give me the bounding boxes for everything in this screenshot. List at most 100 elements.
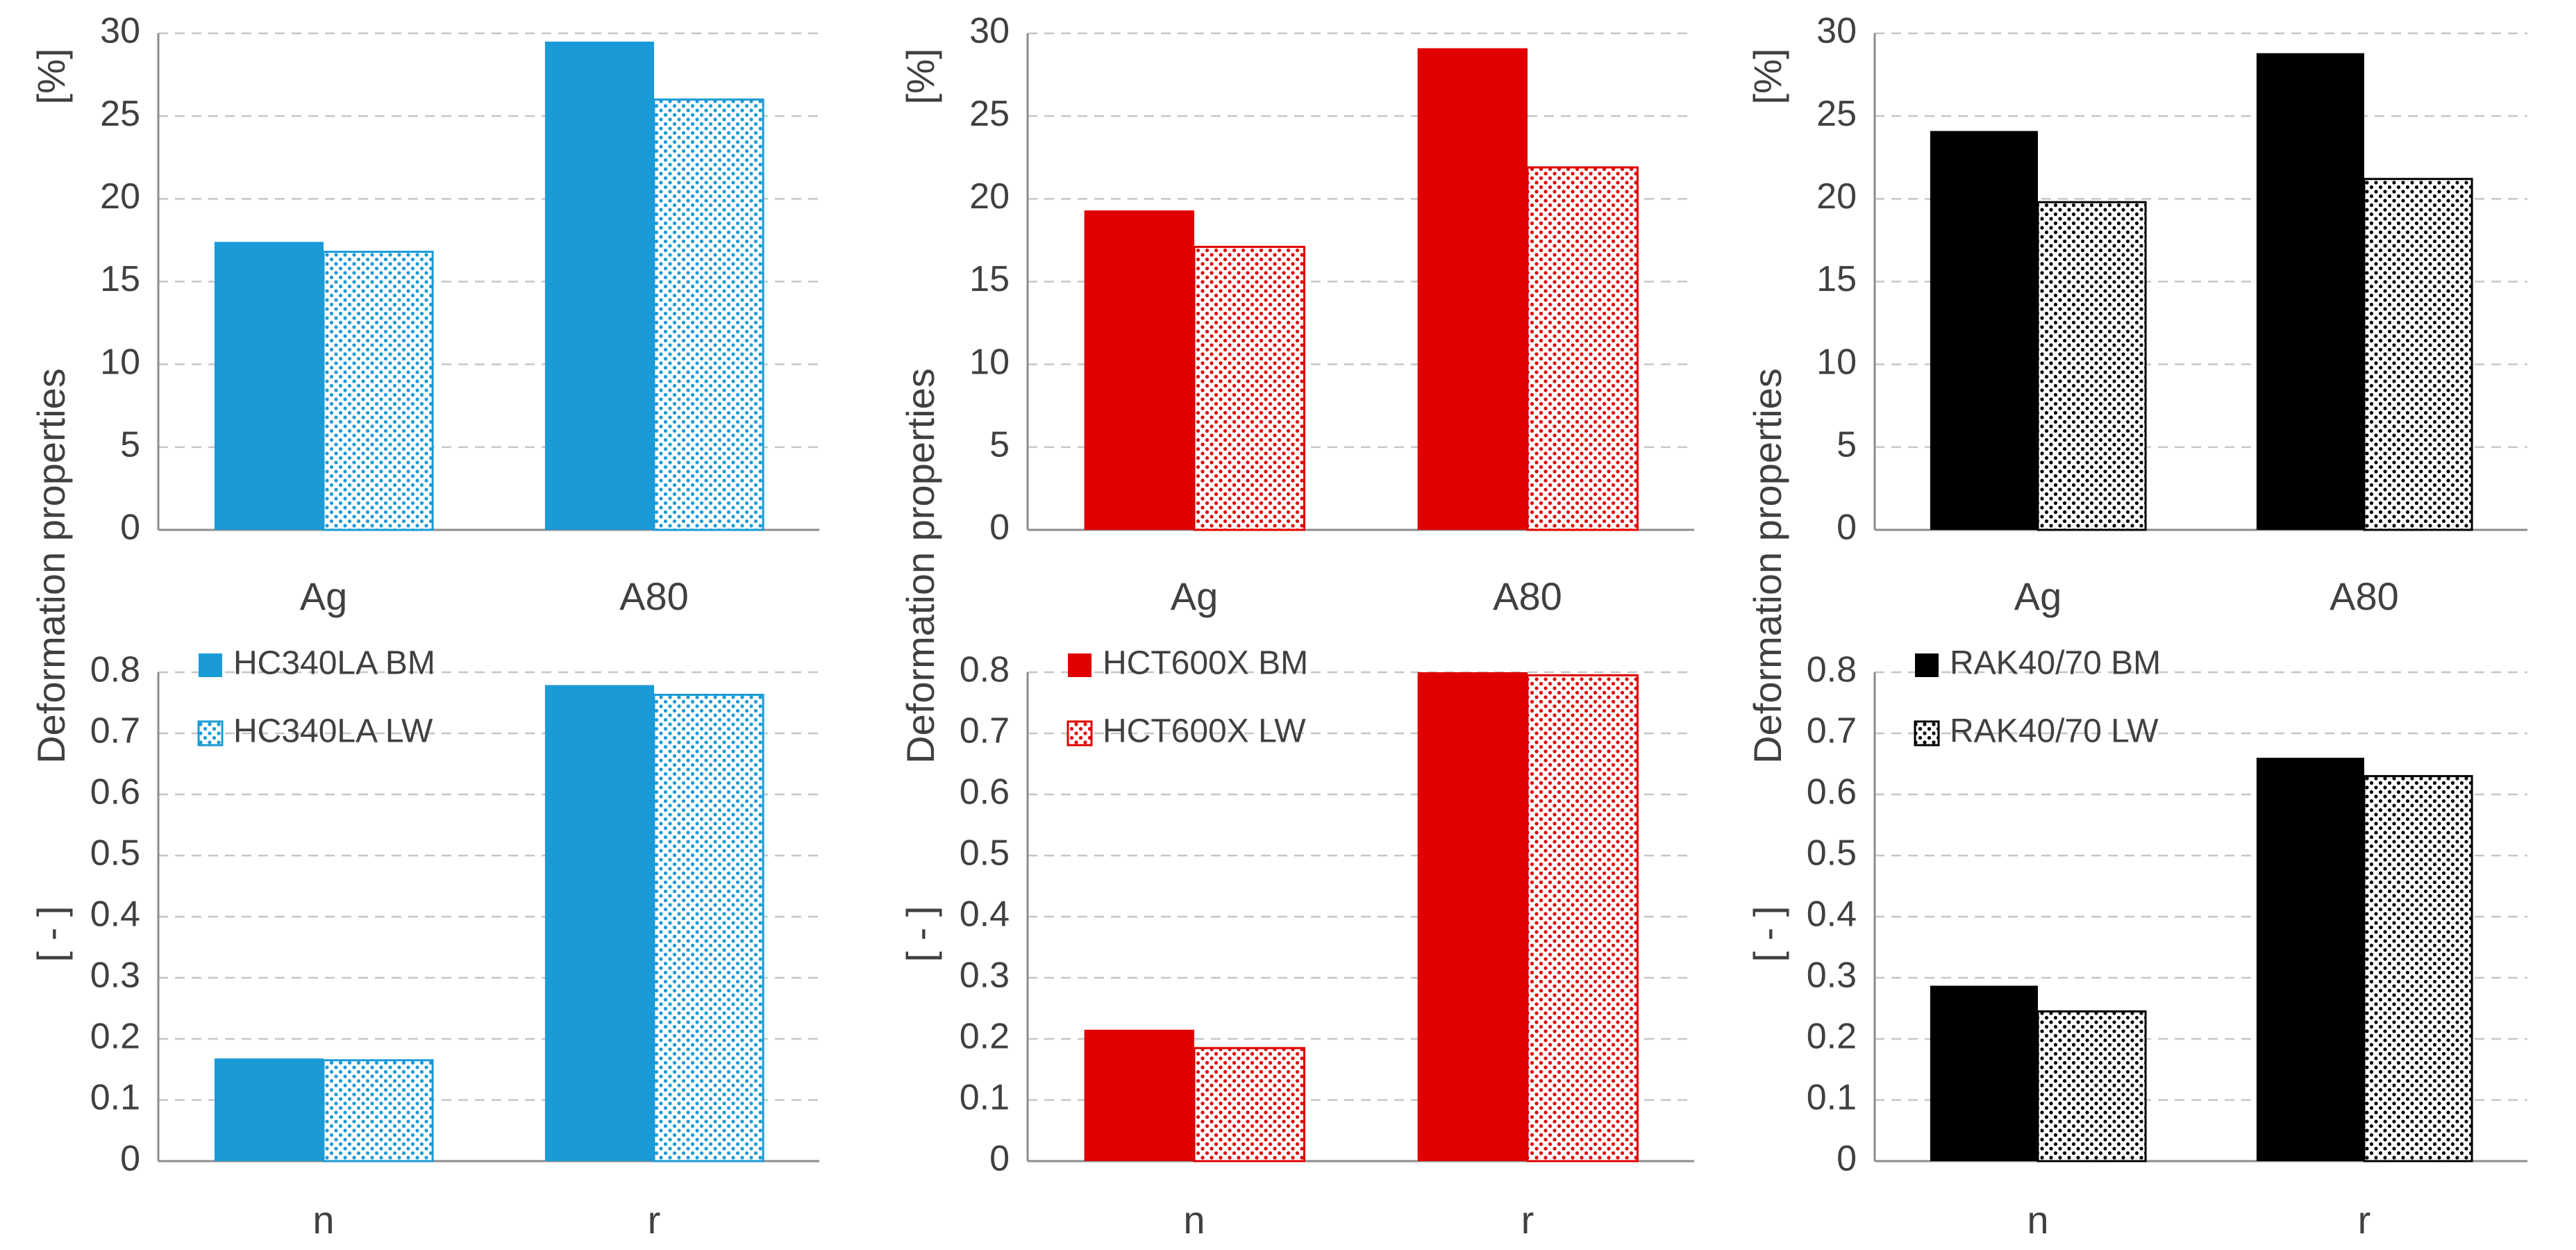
chart-top-1-bar-A80-bm <box>544 41 654 530</box>
chart-top-2-unit-label: [%] <box>898 49 942 105</box>
chart-top-3-y-tick-label: 20 <box>1816 176 1857 217</box>
chart-bottom-1-unit-label: [ - ] <box>29 906 73 962</box>
chart-bottom-1-y-tick-label: 0.1 <box>90 1078 140 1118</box>
chart-top-3-y-tick-label: 25 <box>1816 94 1857 134</box>
y-axis-label-col-3: Deformation properties <box>1746 368 1789 764</box>
chart-bottom-1-bar-n-bm <box>214 1058 324 1161</box>
chart-top-1-y-tick-label: 20 <box>100 176 140 217</box>
chart-bottom-1: 0 0.1 0.2 0.3 0.4 0.5 0.6 0.7 0.8 n r [ - ] HC340LA … <box>29 645 819 1242</box>
chart-top-2-y-tick-label: 25 <box>969 94 1010 134</box>
chart-bottom-3-bar-r-lw <box>2363 775 2473 1162</box>
chart-bottom-1-y-tick-label: 0.4 <box>90 894 140 935</box>
chart-bottom-3-y-tick-label: 0.3 <box>1807 956 1857 996</box>
chart-top-3-y-tick-label: 30 <box>1816 11 1857 51</box>
chart-bottom-2-y-tick-label: 0.3 <box>960 956 1010 996</box>
chart-bottom-1-legend-swatch <box>199 653 222 677</box>
chart-bottom-1-legend-swatch <box>197 720 224 747</box>
chart-bottom-3-legend-swatch <box>1914 720 1940 747</box>
chart-bottom-3-y-tick-label: 0.8 <box>1807 650 1857 690</box>
chart-bottom-1-legend-label: HC340LA BM <box>233 645 435 682</box>
chart-bottom-3-y-tick-label: 0.5 <box>1807 833 1857 874</box>
chart-top-1-y-tick-label: 15 <box>100 259 140 299</box>
chart-top-2-category-label: A80 <box>1493 574 1562 618</box>
chart-top-3-bar-Ag-bm <box>1930 131 2038 530</box>
y-axis-label-col-2: Deformation properties <box>898 368 942 764</box>
chart-top-1-category-label: Ag <box>300 574 348 618</box>
chart-bottom-1-bar-n-lw <box>322 1059 434 1162</box>
chart-top-1-y-tick-label: 30 <box>100 11 140 51</box>
chart-bottom-2-y-tick-label: 0.7 <box>960 711 1010 751</box>
chart-top-3: 0 5 10 15 20 25 30 Ag A80 [%] <box>1746 11 2527 618</box>
chart-bottom-2-legend-label: HCT600X BM <box>1103 645 1308 682</box>
chart-bottom-3-y-tick-label: 0.2 <box>1807 1017 1857 1057</box>
chart-bottom-2-bar-r-lw <box>1526 674 1639 1162</box>
chart-bottom-3-bar-n-lw <box>2036 1010 2147 1162</box>
chart-bottom-3-unit-label: [ - ] <box>1746 906 1789 962</box>
chart-bottom-1-category-label: n <box>312 1198 334 1242</box>
chart-bottom-3-y-tick-label: 0.7 <box>1807 711 1857 751</box>
chart-top-1-y-tick-label: 10 <box>100 342 140 382</box>
chart-bottom-3-legend-label: RAK40/70 LW <box>1950 713 2159 750</box>
chart-top-2-y-tick-label: 30 <box>969 11 1010 51</box>
chart-bottom-1-category-label: r <box>648 1198 661 1242</box>
chart-top-2-y-tick-label: 10 <box>969 342 1010 382</box>
y-axis-label-col-1: Deformation properties <box>29 368 73 764</box>
chart-bottom-2-y-tick-label: 0.2 <box>960 1017 1010 1057</box>
chart-top-2-bar-Ag-bm <box>1084 210 1194 530</box>
chart-top-2: 0 5 10 15 20 25 30 Ag A80 [%] <box>898 11 1694 618</box>
chart-top-2-y-tick-label: 20 <box>969 176 1010 217</box>
chart-top-3-bar-A80-lw <box>2363 178 2473 531</box>
chart-top-1: 0 5 10 15 20 25 30 Ag A80 [%] <box>29 11 819 618</box>
chart-top-2-y-tick-label: 15 <box>969 259 1010 299</box>
chart-bottom-2-y-tick-label: 0 <box>989 1139 1010 1179</box>
chart-bottom-2-bar-n-bm <box>1084 1029 1194 1161</box>
chart-bottom-2-y-tick-label: 0.5 <box>960 833 1010 874</box>
chart-bottom-2-legend-label: HCT600X LW <box>1103 713 1306 750</box>
chart-bottom-2-legend-swatch <box>1068 653 1092 677</box>
chart-top-3-bar-A80-bm <box>2256 53 2364 531</box>
chart-bottom-1-y-tick-label: 0 <box>120 1139 140 1179</box>
chart-bottom-3-category-label: r <box>2358 1198 2371 1242</box>
chart-bottom-2-bar-r-bm <box>1417 672 1528 1161</box>
chart-bottom-1-y-tick-label: 0.6 <box>90 772 140 812</box>
chart-bottom-2: 0 0.1 0.2 0.3 0.4 0.5 0.6 0.7 0.8 n r [ - ] HCT600X … <box>898 645 1694 1242</box>
chart-bottom-3: 0 0.1 0.2 0.3 0.4 0.5 0.6 0.7 0.8 n r [ - ] RAK40/70… <box>1746 645 2527 1242</box>
chart-top-1-bar-A80-lw <box>653 98 764 531</box>
chart-bottom-3-legend-swatch <box>1915 653 1939 677</box>
chart-bottom-1-bar-r-bm <box>544 685 654 1161</box>
chart-top-3-y-tick-label: 10 <box>1816 342 1857 382</box>
chart-top-1-y-tick-label: 5 <box>120 425 140 465</box>
chart-bottom-3-y-tick-label: 0.1 <box>1807 1078 1857 1118</box>
chart-top-1-bar-Ag-bm <box>214 242 324 530</box>
chart-bottom-2-y-tick-label: 0.8 <box>960 650 1010 690</box>
chart-bottom-3-bar-r-bm <box>2256 758 2364 1161</box>
chart-top-1-category-label: A80 <box>619 574 689 618</box>
chart-top-1-y-tick-label: 25 <box>100 94 140 134</box>
chart-top-1-unit-label: [%] <box>29 49 73 105</box>
chart-top-2-bar-A80-bm <box>1417 48 1528 530</box>
chart-bottom-2-category-label: r <box>1521 1198 1534 1242</box>
chart-top-1-bar-Ag-lw <box>322 251 434 531</box>
chart-top-2-bar-Ag-lw <box>1193 245 1305 531</box>
chart-bottom-1-y-tick-label: 0.2 <box>90 1017 140 1057</box>
chart-bottom-1-y-tick-label: 0.8 <box>90 650 140 690</box>
chart-top-2-y-tick-label: 5 <box>989 425 1010 465</box>
chart-bottom-1-y-tick-label: 0.7 <box>90 711 140 751</box>
chart-top-3-y-tick-label: 0 <box>1837 508 1857 548</box>
chart-bottom-3-y-tick-label: 0 <box>1837 1139 1857 1179</box>
chart-bottom-2-category-label: n <box>1183 1198 1205 1242</box>
chart-top-2-category-label: Ag <box>1171 574 1219 618</box>
chart-bottom-1-y-tick-label: 0.3 <box>90 956 140 996</box>
chart-bottom-3-bar-n-bm <box>1930 985 2038 1161</box>
chart-bottom-3-y-tick-label: 0.6 <box>1807 772 1857 812</box>
chart-bottom-2-y-tick-label: 0.1 <box>960 1078 1010 1118</box>
chart-bottom-2-legend-swatch <box>1067 720 1093 747</box>
chart-top-1-y-tick-label: 0 <box>120 508 140 548</box>
chart-bottom-2-y-tick-label: 0.4 <box>960 894 1010 935</box>
chart-bottom-1-y-tick-label: 0.5 <box>90 833 140 874</box>
chart-top-3-y-tick-label: 5 <box>1837 425 1857 465</box>
chart-bottom-2-bar-n-lw <box>1193 1047 1305 1162</box>
chart-bottom-2-unit-label: [ - ] <box>898 906 942 962</box>
chart-bottom-1-bar-r-lw <box>653 694 764 1162</box>
chart-top-3-y-tick-label: 15 <box>1816 259 1857 299</box>
